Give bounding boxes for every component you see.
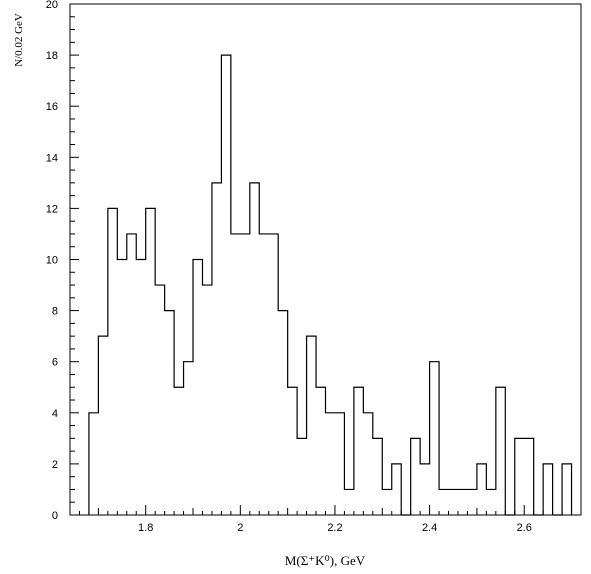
histogram-bin [562, 464, 571, 515]
y-tick-label: 14 [46, 152, 58, 164]
histogram-bin [458, 489, 467, 515]
histogram-bin [373, 438, 382, 515]
x-tick-label: 2.2 [327, 522, 342, 534]
histogram-bin [278, 311, 287, 515]
histogram-bin [212, 183, 221, 515]
histogram-bin [392, 464, 401, 515]
histogram-bin [515, 438, 524, 515]
x-tick-label: 2 [237, 522, 243, 534]
histogram-bin [449, 489, 458, 515]
y-tick-label: 2 [52, 459, 58, 471]
histogram-bin [117, 260, 126, 516]
y-tick-label: 4 [52, 408, 58, 420]
histogram-bin [411, 438, 420, 515]
histogram-bin [382, 489, 391, 515]
histogram-bin [335, 413, 344, 515]
histogram-bin [127, 234, 136, 515]
histogram-bin [250, 183, 259, 515]
histogram-bin [439, 489, 448, 515]
histogram-bin [136, 260, 145, 516]
histogram-bin [108, 208, 117, 515]
histogram-step-outline [88, 54, 573, 516]
histogram-bin [543, 464, 552, 515]
histogram-bin [259, 234, 268, 515]
x-tick-label: 1.8 [138, 522, 153, 534]
histogram-bin [477, 464, 486, 515]
histogram-bin [307, 336, 316, 515]
x-axis-ticks: 1.8 2 2.2 2.4 2.6 [69, 505, 582, 534]
histogram-bin [221, 55, 230, 515]
y-axis-title: N/0.02 GeV [13, 13, 25, 67]
x-tick-label: 2.4 [422, 522, 437, 534]
histogram-bin [354, 387, 363, 515]
histogram-bin [98, 336, 107, 515]
histogram-bin [269, 234, 278, 515]
histogram-bin [288, 387, 297, 515]
y-tick-label: 16 [46, 101, 58, 113]
histogram-bin [202, 285, 211, 515]
histogram-bin [240, 234, 249, 515]
histogram-bin [316, 387, 325, 515]
histogram-bin [344, 489, 353, 515]
histogram-bin [146, 208, 155, 515]
y-tick-label: 6 [52, 357, 58, 369]
plot-frame [69, 3, 582, 516]
histogram-bin [184, 362, 193, 515]
histogram-bin [326, 413, 335, 515]
histogram-bin [89, 413, 98, 515]
y-tick-label: 18 [46, 50, 58, 62]
histogram-bin [363, 413, 372, 515]
histogram-bin [486, 489, 495, 515]
histogram-bin [430, 362, 439, 515]
x-axis-title: M(Σ⁺K⁰), GeV [285, 553, 366, 568]
y-tick-label: 8 [52, 306, 58, 318]
y-tick-label: 20 [46, 0, 58, 11]
histogram-bin [496, 387, 505, 515]
histogram-bin [193, 260, 202, 516]
histogram-bin [467, 489, 476, 515]
y-tick-label: 12 [46, 203, 58, 215]
y-axis-ticks: 0 2 4 6 8 10 12 14 16 18 20 [46, 0, 79, 522]
x-tick-label: 2.6 [517, 522, 532, 534]
histogram-bin [165, 311, 174, 515]
histogram-bin [231, 234, 240, 515]
histogram-bin [174, 387, 183, 515]
histogram-bin [297, 438, 306, 515]
y-tick-label: 10 [46, 255, 58, 267]
histogram-bin [155, 285, 164, 515]
y-tick-label: 0 [52, 510, 58, 522]
histogram-bin [524, 438, 533, 515]
histogram-bin [420, 464, 429, 515]
